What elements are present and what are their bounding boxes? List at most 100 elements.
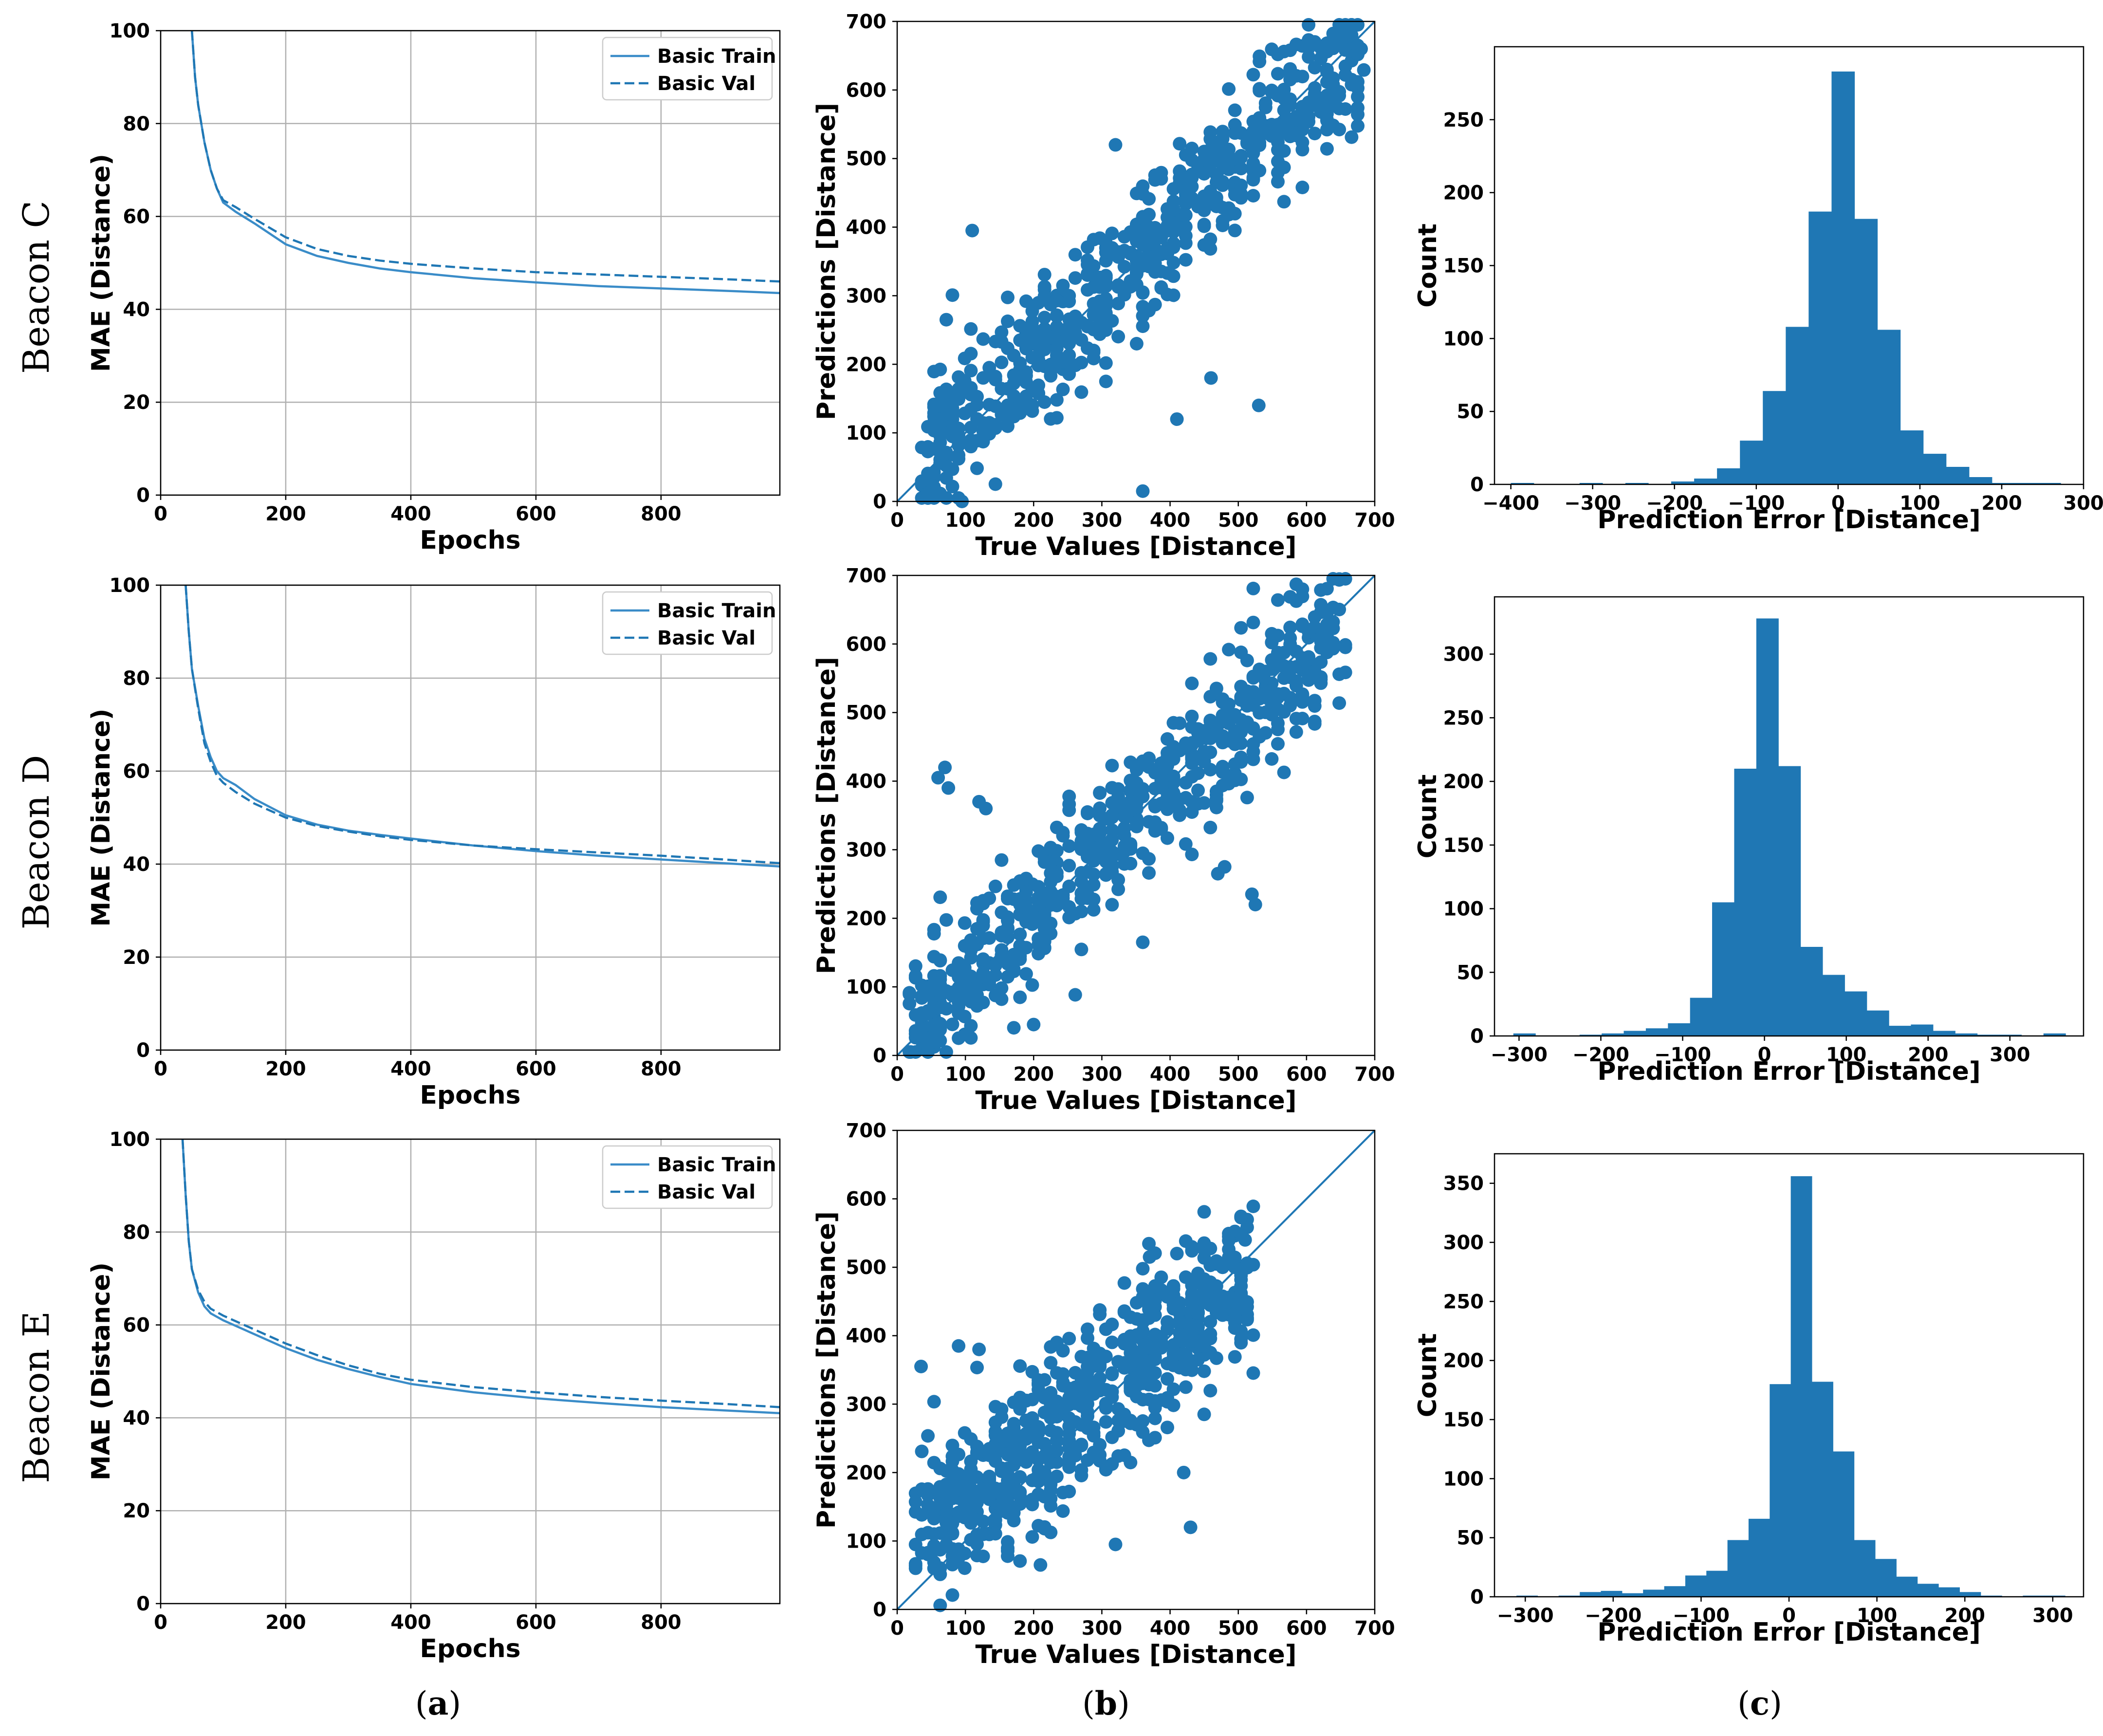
scatter-point xyxy=(1032,1463,1046,1477)
histogram-bar xyxy=(1923,454,1947,484)
scatter-point xyxy=(914,1359,928,1373)
plot-frame xyxy=(896,20,1376,502)
histogram-bar xyxy=(1778,766,1801,1036)
scatter-point xyxy=(933,988,947,1001)
histogram-bar xyxy=(1786,327,1809,484)
histogram-bar xyxy=(1977,1034,2000,1036)
scatter-point xyxy=(1222,207,1236,222)
scatter-point xyxy=(1216,762,1230,776)
scatter-point xyxy=(1177,1465,1191,1479)
scatter-point xyxy=(1271,67,1285,81)
scatter-point xyxy=(1001,290,1015,304)
histogram-bar xyxy=(1734,769,1757,1036)
scatter-point xyxy=(970,1537,984,1551)
scatter-point xyxy=(1209,792,1223,806)
scatter-point xyxy=(1209,1279,1223,1293)
scatter-point xyxy=(1308,61,1322,74)
scatter-point xyxy=(1246,156,1260,170)
x-tick-label: −200 xyxy=(1646,492,1703,515)
chart-D-scatter: 0 100 200 300 400 500 600 700 0 100 200 300 400 500 60… xyxy=(812,565,1395,1115)
scatter-point xyxy=(1013,927,1027,942)
scatter-point xyxy=(982,1490,996,1504)
scatter-point xyxy=(1173,716,1187,730)
scatter-point xyxy=(1056,382,1070,396)
scatter-point xyxy=(921,1429,935,1443)
scatter-point xyxy=(1234,1288,1248,1302)
scatter-point xyxy=(1302,670,1316,684)
scatter-point xyxy=(915,989,929,1003)
scatter-point xyxy=(1136,1425,1150,1439)
y-tick-label: 500 xyxy=(846,702,887,724)
scatter-point xyxy=(1185,142,1199,155)
scatter-point xyxy=(1320,65,1334,79)
scatter-point xyxy=(1117,1276,1131,1290)
scatter-point xyxy=(1277,671,1291,685)
scatter-point xyxy=(1222,1234,1236,1248)
x-tick-label: 0 xyxy=(890,1617,904,1640)
scatter-point xyxy=(1332,603,1347,616)
scatter-point xyxy=(1283,128,1297,142)
histogram-bar xyxy=(1727,1540,1749,1597)
scatter-point xyxy=(1136,1393,1150,1407)
scatter-point xyxy=(927,1395,941,1409)
scatter-point xyxy=(1142,1340,1156,1354)
scatter-point xyxy=(1203,232,1218,246)
scatter-point xyxy=(1099,1322,1113,1336)
histogram-bars xyxy=(1511,71,2061,485)
scatter-point xyxy=(1173,1361,1187,1375)
scatter-point xyxy=(1185,709,1199,723)
y-tick-label: 0 xyxy=(136,1039,150,1062)
scatter-point xyxy=(1277,92,1291,106)
scatter-point xyxy=(1148,1279,1162,1293)
scatter-point xyxy=(1093,801,1107,815)
x-tick-label: 500 xyxy=(1218,1617,1259,1640)
y-tick-label: 100 xyxy=(110,1128,150,1151)
scatter-point xyxy=(1154,796,1168,811)
scatter-point xyxy=(1228,1250,1242,1264)
scatter-point xyxy=(1037,268,1052,282)
scatter-point xyxy=(1013,1470,1027,1484)
y-tick-label: 100 xyxy=(1443,1468,1484,1490)
scatter-point xyxy=(972,1342,986,1356)
x-tick-label: 0 xyxy=(154,503,167,525)
x-axis-label: Epochs xyxy=(420,1634,520,1663)
scatter-point xyxy=(1295,582,1310,596)
scatter-point xyxy=(1050,1366,1064,1380)
y-tick-label: 500 xyxy=(846,148,887,170)
scatter-point xyxy=(1062,789,1076,803)
histogram-bar xyxy=(1812,1382,1833,1597)
scatter-point xyxy=(1338,640,1352,654)
scatter-point xyxy=(1197,203,1211,218)
x-axis-label: Prediction Error [Distance] xyxy=(1597,1057,1980,1086)
scatter-point xyxy=(964,1472,978,1486)
scatter-point xyxy=(915,474,929,488)
plot-frame xyxy=(1494,46,2085,485)
x-tick-label: 600 xyxy=(1286,509,1327,532)
scatter-point xyxy=(1173,1303,1187,1317)
scatter-point xyxy=(1203,690,1218,704)
scatter-point xyxy=(945,1549,959,1563)
scatter-point xyxy=(915,1508,929,1522)
scatter-point xyxy=(1081,891,1094,905)
x-tick-label: 600 xyxy=(1286,1063,1327,1086)
scatter-point xyxy=(1283,66,1297,80)
histogram-bar xyxy=(1690,997,1713,1036)
x-tick-label: −100 xyxy=(1728,492,1785,515)
scatter-point xyxy=(1253,111,1267,125)
scatter-point xyxy=(1265,752,1279,766)
scatter-points xyxy=(903,572,1352,1059)
scatter-point xyxy=(964,942,978,957)
scatter-point xyxy=(1105,898,1119,912)
histogram-bar xyxy=(1911,1024,1934,1036)
scatter-point xyxy=(988,1428,1002,1442)
scatter-point xyxy=(1308,610,1322,624)
row-label: Beacon C xyxy=(16,201,57,374)
scatter-point xyxy=(1161,732,1174,746)
scatter-point xyxy=(1295,687,1310,701)
scatter-point xyxy=(1007,1514,1021,1528)
x-tick-label: 0 xyxy=(1831,492,1845,515)
scatter-point xyxy=(1111,330,1125,344)
x-axis-label: True Values [Distance] xyxy=(976,1640,1297,1669)
scatter-point xyxy=(1013,1359,1027,1373)
x-tick-label: 400 xyxy=(390,1611,431,1634)
